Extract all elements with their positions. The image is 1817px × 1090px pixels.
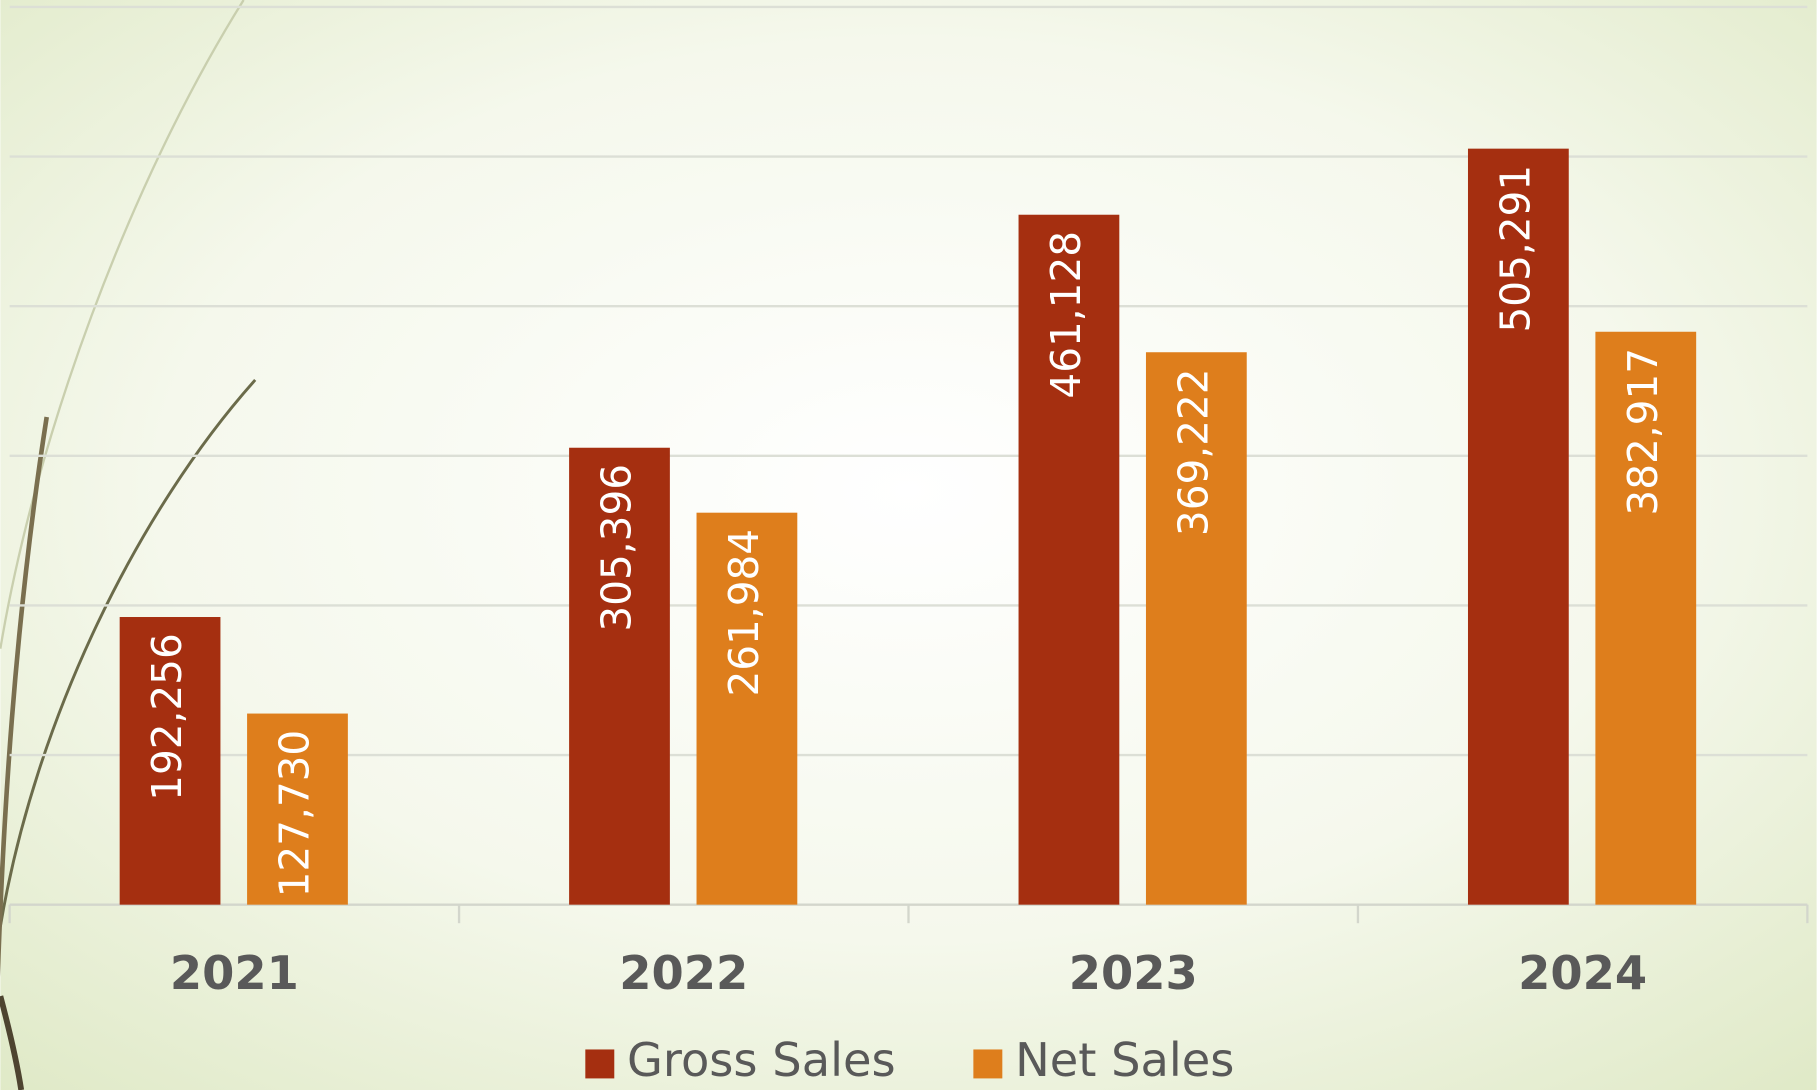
bar xyxy=(119,617,221,905)
data-label: 305,396 xyxy=(592,464,640,632)
x-tick-label: 2022 xyxy=(619,946,748,1000)
plot: 2021 192,256 127,730 2022 305,396 261,984 2023… xyxy=(8,5,1809,1087)
legend-swatch xyxy=(585,1049,615,1079)
decor-curve xyxy=(0,995,25,1090)
decor-curve xyxy=(0,0,245,649)
data-label: 369,222 xyxy=(1169,368,1217,536)
bar xyxy=(1467,148,1569,905)
x-tick-label: 2021 xyxy=(170,946,299,1000)
legend-label: Net Sales xyxy=(1015,1033,1234,1087)
bar xyxy=(1595,331,1697,905)
bar xyxy=(696,512,798,905)
bar xyxy=(569,447,670,905)
data-label: 127,730 xyxy=(270,730,318,898)
bar xyxy=(247,713,348,905)
legend-label: Gross Sales xyxy=(627,1033,896,1087)
x-tick-label: 2023 xyxy=(1069,946,1198,1000)
decor-curve xyxy=(0,416,49,978)
bar xyxy=(1145,352,1247,905)
data-label: 382,917 xyxy=(1619,348,1667,516)
data-label: 505,291 xyxy=(1491,165,1539,333)
bar xyxy=(1018,214,1120,905)
legend-swatch xyxy=(973,1049,1003,1079)
data-label: 261,984 xyxy=(720,529,768,697)
data-label: 192,256 xyxy=(143,633,191,801)
x-tick-label: 2024 xyxy=(1518,946,1647,1000)
data-label: 461,128 xyxy=(1042,231,1090,399)
decor-curve xyxy=(0,378,257,927)
